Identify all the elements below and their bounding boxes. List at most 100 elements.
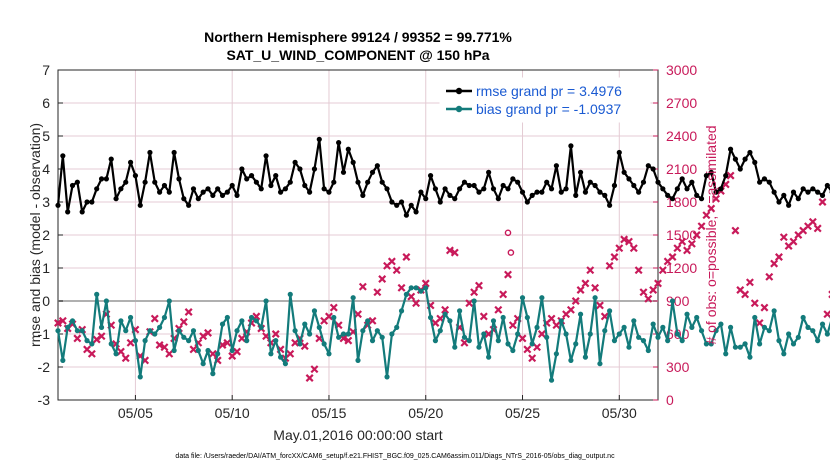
bias-point (234, 328, 240, 334)
bias-point (74, 328, 80, 334)
bias-point (776, 338, 782, 344)
assimilated-point (692, 231, 701, 239)
bias-point (268, 351, 274, 357)
bias-point (577, 311, 584, 317)
rmse-point (432, 186, 439, 192)
assimilated-point (441, 305, 450, 314)
assimilated-point (687, 239, 696, 248)
assimilated-x-stroke (586, 266, 595, 275)
rmse-point (84, 199, 90, 205)
assimilated-x-stroke (741, 290, 750, 299)
rmse-point (815, 189, 821, 195)
assimilated-x-stroke (83, 345, 92, 354)
rmse-point (495, 196, 501, 202)
rmse-point (631, 182, 637, 189)
assimilated-point (576, 286, 585, 294)
assimilated-point (387, 257, 396, 266)
assimilated-x-stroke (237, 334, 246, 343)
bias-point (200, 361, 206, 367)
y-right-tick-label: 2100 (666, 161, 697, 177)
bias-point (94, 291, 100, 297)
bias-point (244, 338, 250, 344)
y-axis-right-label: # of obs: o=possible; ×=assimilated (703, 125, 719, 344)
bias-point (645, 347, 651, 354)
assimilated-point (184, 308, 193, 316)
assimilated-x-stroke (189, 345, 198, 354)
assimilated-point (774, 253, 783, 261)
bias-point (810, 328, 816, 334)
rmse-point (587, 179, 593, 185)
assimilated-point (412, 299, 421, 308)
bias-point (350, 295, 356, 301)
assimilated-x-stroke (170, 334, 179, 343)
bias-point (607, 308, 613, 314)
rmse-point (123, 179, 129, 185)
rmse-point (461, 179, 468, 185)
rmse-point (186, 202, 192, 208)
assimilated-point (271, 330, 280, 338)
bias-point (766, 328, 772, 334)
assimilated-point (237, 334, 246, 343)
assimilated-x-stroke (324, 312, 333, 321)
rmse-point (708, 169, 714, 175)
rmse-point (524, 199, 530, 205)
bias-point (515, 331, 521, 337)
x-axis-label: May.01,2016 00:00:00 start (273, 427, 443, 443)
bias-point (442, 311, 448, 317)
assimilated-x-stroke (707, 204, 716, 213)
assimilated-x-stroke (87, 349, 96, 358)
rmse-point (355, 179, 361, 185)
rmse-point (544, 179, 550, 185)
assimilated-x-stroke (600, 312, 609, 321)
assimilated-point (615, 244, 624, 253)
bias-point (195, 347, 201, 354)
bias-point (757, 341, 763, 347)
rmse-point (703, 173, 709, 179)
assimilated-x-stroke (470, 288, 479, 297)
bias-point (640, 338, 647, 344)
bias-point (152, 331, 158, 337)
assimilated-point (450, 248, 459, 257)
x-tick-label: 05/05 (118, 405, 153, 421)
bias-point (452, 344, 458, 350)
bias-point (186, 338, 192, 344)
assimilated-point (547, 314, 556, 323)
rmse-point (548, 186, 555, 192)
rmse-point (297, 166, 303, 172)
bias-point (819, 321, 826, 327)
rmse-point (127, 159, 134, 165)
rmse-point (234, 192, 240, 198)
rmse-point (142, 179, 148, 185)
bias-point (132, 338, 139, 344)
assimilated-x-stroke (673, 244, 682, 253)
assimilated-point (566, 305, 575, 314)
possible-point (507, 249, 515, 256)
rmse-point (273, 173, 279, 179)
rmse-point (311, 166, 318, 172)
rmse-point (505, 186, 511, 192)
assimilated-x-stroke (533, 343, 542, 352)
bias-point (815, 338, 821, 344)
rmse-point (684, 186, 690, 192)
bias-point (229, 347, 235, 354)
assimilated-x-stroke (576, 286, 585, 294)
assimilated-x-stroke (774, 253, 783, 261)
assimilated-point (523, 345, 532, 354)
assimilated-point (658, 266, 667, 275)
rmse-point (210, 192, 216, 198)
rmse-point (176, 176, 182, 182)
rmse-point (490, 186, 497, 192)
assimilated-point (770, 259, 779, 268)
rmse-point (65, 209, 71, 215)
bias-point (582, 354, 589, 360)
bias-point (471, 298, 477, 304)
rmse-point (239, 166, 245, 172)
rmse-point (500, 182, 506, 189)
rmse-point (645, 163, 651, 169)
bias-point (665, 338, 671, 344)
rmse-point (776, 199, 782, 205)
assimilated-x-stroke (566, 305, 575, 314)
assimilated-point (421, 279, 430, 288)
assimilated-point (465, 299, 474, 308)
rmse-point (248, 173, 255, 179)
